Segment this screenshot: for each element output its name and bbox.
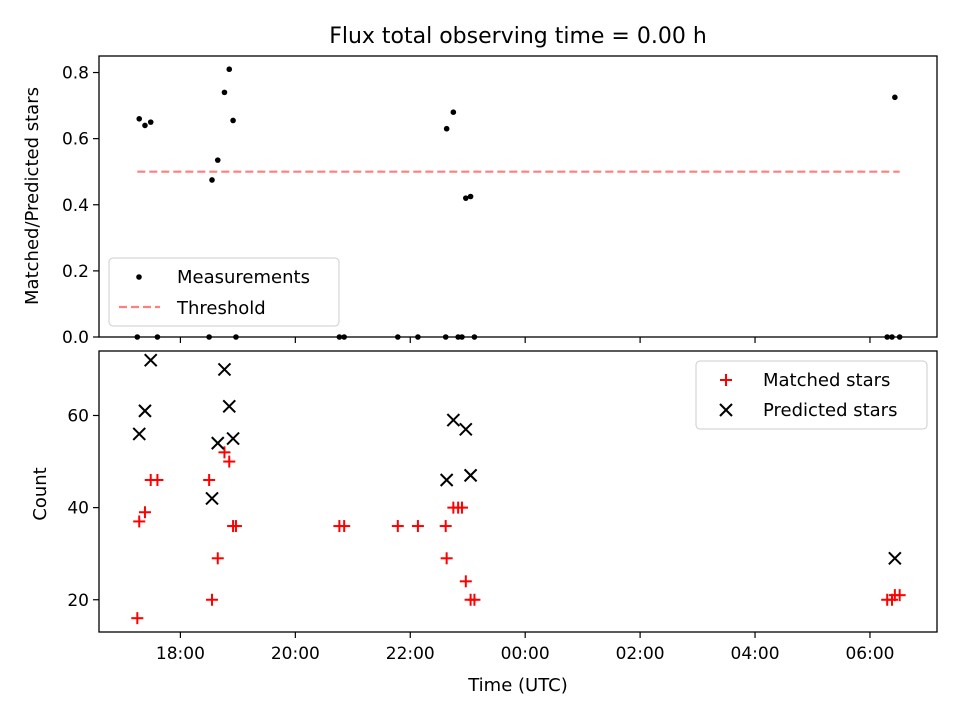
legend-predicted-label: Predicted stars [763,400,897,421]
top-y-axis-label: Matched/Predicted stars [22,87,43,305]
bottom-panel-marks [131,353,906,625]
predicted-star-point [439,473,454,487]
bottom-legend: Matched stars Predicted stars [695,360,928,430]
y-tick-label: 0.6 [62,130,89,150]
predicted-star-point [888,551,902,566]
measurement-point [226,66,233,73]
predicted-star-point [226,431,240,446]
predicted-star-point [138,404,152,418]
y-tick-label: 0.0 [62,328,89,348]
matched-star-point [203,473,216,486]
x-tick-label: 20:00 [271,644,320,664]
matched-star-point [893,589,906,602]
y-tick-label: 40 [67,499,89,519]
matched-star-point [131,612,144,625]
legend-matched-label: Matched stars [763,370,890,391]
predicted-star-point [446,413,461,427]
matched-star-point [151,473,164,486]
measurement-point [221,89,228,96]
y-tick-label: 0.4 [62,196,89,216]
matched-star-point [211,552,224,565]
measurement-point [443,125,450,132]
top-legend-box [108,257,340,327]
matched-star-point [338,520,351,533]
bottom-legend-box [695,360,928,430]
top-legend: Measurements Threshold [108,257,340,327]
x-tick-label: 06:00 [845,644,894,664]
figure-title: Flux total observing time = 0.00 h [329,24,707,49]
matched-star-point [459,575,472,588]
top-panel-frame [98,55,938,338]
y-tick-label: 0.8 [62,64,89,84]
bottom-x-axis: 18:00 20:00 22:00 00:00 02:00 04:00 06:00 [156,632,894,664]
measurement-point [142,122,148,129]
matched-star-point [133,515,146,528]
measurement-point [147,119,154,125]
y-tick-label: 60 [67,406,89,426]
top-panel-marks [134,66,903,340]
predicted-star-point [205,491,219,506]
bottom-y-axis: 20 40 60 [67,406,99,611]
matched-star-point [229,520,242,533]
matched-star-point [468,593,481,606]
x-tick-label: 00:00 [501,644,550,664]
matched-star-point [218,446,231,459]
top-y-axis: 0.0 0.2 0.4 0.6 0.8 [62,64,99,348]
bottom-panel-frame [98,350,938,633]
y-tick-label: 0.2 [62,262,89,282]
x-tick-label: 04:00 [731,644,780,664]
predicted-star-point [144,353,158,367]
matched-star-point [439,520,452,533]
measurement-point [136,116,143,122]
top-x-axis [179,337,871,343]
matched-star-point [440,552,453,565]
y-tick-label: 20 [67,591,89,611]
measurement-point [467,193,474,200]
measurement-point [230,117,236,124]
top-panel: 0.00.20.40.60.8 Matched/Predicted stars … [22,55,938,348]
legend-measurements-marker [136,274,142,280]
bottom-y-axis-label: Count [30,467,51,520]
measurement-point [214,157,221,163]
predicted-star-point [222,399,236,413]
legend-threshold-label: Threshold [176,298,266,319]
legend-matched-marker [720,374,732,386]
x-axis-label: Time (UTC) [467,675,568,696]
predicted-star-point [459,422,473,437]
matched-star-point [223,455,236,468]
bottom-panel: 20 40 60 18:00 20:00 22:00 00:00 02:00 04:00 06:… [30,350,938,696]
measurement-point [450,109,457,115]
predicted-star-point [132,427,146,441]
matched-star-point [411,520,424,533]
measurement-point [209,177,215,183]
legend-measurements-label: Measurements [177,267,310,288]
measurement-point [892,94,898,101]
x-tick-label: 02:00 [616,644,665,664]
predicted-star-point [211,436,225,450]
x-tick-label: 18:00 [156,644,205,664]
matched-star-point [138,506,151,519]
x-tick-label: 22:00 [386,644,435,664]
matched-star-point [391,520,404,533]
legend-predicted-marker [719,403,733,417]
measurement-point [463,195,469,201]
matched-star-point [206,593,219,606]
predicted-star-point [463,468,478,483]
predicted-star-point [217,362,232,377]
matched-star-point [455,501,468,514]
